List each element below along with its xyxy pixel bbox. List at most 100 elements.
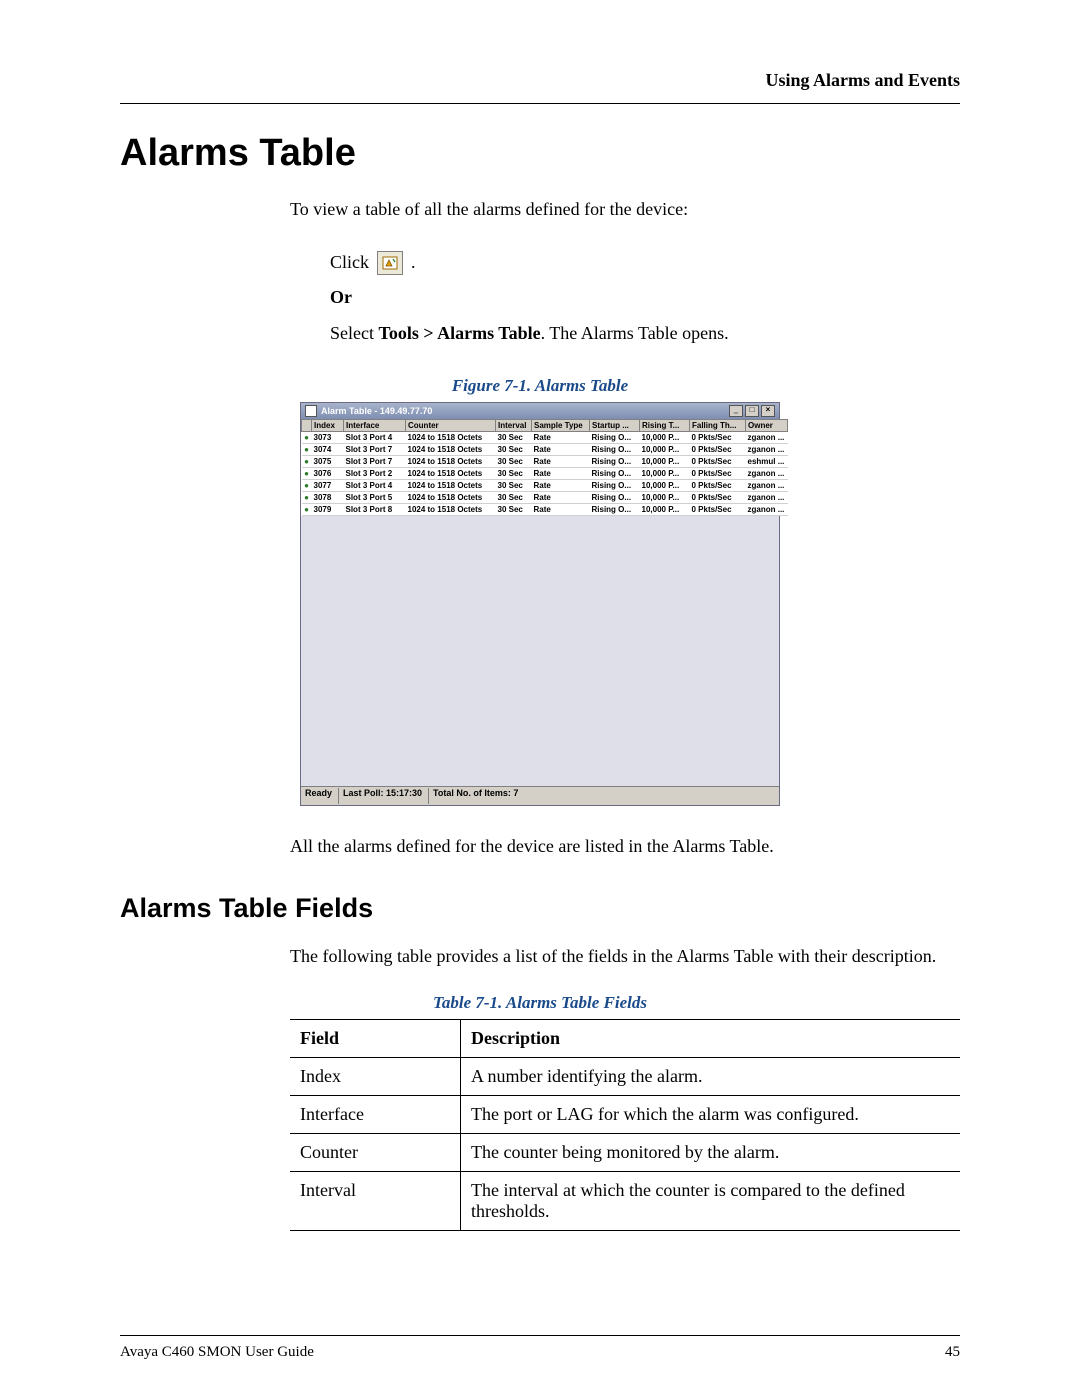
table-cell: 30 Sec (496, 491, 532, 503)
table-cell: Slot 3 Port 8 (344, 503, 406, 515)
column-header[interactable] (302, 419, 312, 431)
status-last-poll: Last Poll: 15:17:30 (343, 788, 429, 804)
table-cell: Rate (532, 503, 590, 515)
table-cell: Slot 3 Port 4 (344, 479, 406, 491)
table-cell: zganon ... (746, 503, 788, 515)
table-cell: ● (302, 479, 312, 491)
table-cell: Rate (532, 443, 590, 455)
table-cell: 0 Pkts/Sec (690, 503, 746, 515)
table-header-row: IndexInterfaceCounterIntervalSample Type… (302, 419, 788, 431)
table-cell: 10,000 P... (640, 467, 690, 479)
column-header[interactable]: Owner (746, 419, 788, 431)
column-header[interactable]: Counter (406, 419, 496, 431)
table-cell: 3073 (312, 431, 344, 443)
table-cell: 30 Sec (496, 443, 532, 455)
table-cell: Rising O... (590, 431, 640, 443)
table-cell: zganon ... (746, 479, 788, 491)
table-cell: 1024 to 1518 Octets (406, 467, 496, 479)
column-header[interactable]: Rising T... (640, 419, 690, 431)
table-cell: Rising O... (590, 491, 640, 503)
select-instruction: Select Tools > Alarms Table. The Alarms … (330, 321, 960, 346)
fields-row: InterfaceThe port or LAG for which the a… (290, 1096, 960, 1134)
table-cell: 0 Pkts/Sec (690, 443, 746, 455)
table-cell: 30 Sec (496, 467, 532, 479)
table-cell: 10,000 P... (640, 479, 690, 491)
window-titlebar: Alarm Table - 149.49.77.70 ‗ □ × (301, 403, 779, 419)
column-header[interactable]: Interface (344, 419, 406, 431)
table-row[interactable]: ●3075Slot 3 Port 71024 to 1518 Octets30 … (302, 455, 788, 467)
table-row[interactable]: ●3077Slot 3 Port 41024 to 1518 Octets30 … (302, 479, 788, 491)
table-cell: 3074 (312, 443, 344, 455)
after-figure-paragraph: All the alarms defined for the device ar… (290, 834, 960, 859)
alarms-table-screenshot: Alarm Table - 149.49.77.70 ‗ □ × IndexIn… (300, 402, 780, 806)
table-cell: 1024 to 1518 Octets (406, 443, 496, 455)
table-cell: Slot 3 Port 7 (344, 443, 406, 455)
status-total-items: Total No. of Items: 7 (433, 788, 524, 804)
header-rule (120, 103, 960, 104)
table-cell: 1024 to 1518 Octets (406, 491, 496, 503)
table-cell: Rising O... (590, 467, 640, 479)
table-cell: Rising O... (590, 503, 640, 515)
table-row[interactable]: ●3076Slot 3 Port 21024 to 1518 Octets30 … (302, 467, 788, 479)
table-cell: 3078 (312, 491, 344, 503)
fields-row: IntervalThe interval at which the counte… (290, 1172, 960, 1231)
table-cell: Slot 3 Port 5 (344, 491, 406, 503)
close-icon[interactable]: × (761, 405, 775, 417)
column-header[interactable]: Falling Th... (690, 419, 746, 431)
fields-row: IndexA number identifying the alarm. (290, 1058, 960, 1096)
table-cell: 0 Pkts/Sec (690, 467, 746, 479)
field-desc-cell: The counter being monitored by the alarm… (461, 1134, 961, 1172)
table-cell: 3077 (312, 479, 344, 491)
table-cell: Slot 3 Port 4 (344, 431, 406, 443)
table-cell: Rate (532, 455, 590, 467)
table-cell: zganon ... (746, 443, 788, 455)
alarms-table-toolbar-icon (377, 251, 403, 275)
table-cell: ● (302, 491, 312, 503)
table-cell: zganon ... (746, 431, 788, 443)
table-row[interactable]: ●3073Slot 3 Port 41024 to 1518 Octets30 … (302, 431, 788, 443)
table-cell: zganon ... (746, 467, 788, 479)
table-cell: 30 Sec (496, 455, 532, 467)
table-cell: 3076 (312, 467, 344, 479)
fields-row: CounterThe counter being monitored by th… (290, 1134, 960, 1172)
table-cell: 0 Pkts/Sec (690, 431, 746, 443)
or-label: Or (330, 285, 960, 310)
fields-header-description: Description (461, 1020, 961, 1058)
table-cell: zganon ... (746, 491, 788, 503)
table-cell: Rising O... (590, 455, 640, 467)
table-cell: ● (302, 467, 312, 479)
fields-header-field: Field (290, 1020, 461, 1058)
table-cell: 1024 to 1518 Octets (406, 431, 496, 443)
field-desc-cell: A number identifying the alarm. (461, 1058, 961, 1096)
table-cell: 3079 (312, 503, 344, 515)
table-cell: 30 Sec (496, 431, 532, 443)
column-header[interactable]: Sample Type (532, 419, 590, 431)
column-header[interactable]: Startup ... (590, 419, 640, 431)
table-cell: 1024 to 1518 Octets (406, 455, 496, 467)
table-row[interactable]: ●3078Slot 3 Port 51024 to 1518 Octets30 … (302, 491, 788, 503)
table-cell: eshmul ... (746, 455, 788, 467)
column-header[interactable]: Interval (496, 419, 532, 431)
table-cell: 0 Pkts/Sec (690, 491, 746, 503)
click-label: Click (330, 250, 369, 275)
select-suffix: . The Alarms Table opens. (541, 323, 729, 343)
heading-alarms-table-fields: Alarms Table Fields (120, 893, 960, 924)
intro-paragraph: To view a table of all the alarms define… (290, 197, 960, 222)
table-cell: 3075 (312, 455, 344, 467)
field-name-cell: Interface (290, 1096, 461, 1134)
table-cell: 10,000 P... (640, 455, 690, 467)
column-header[interactable]: Index (312, 419, 344, 431)
table-row[interactable]: ●3079Slot 3 Port 81024 to 1518 Octets30 … (302, 503, 788, 515)
table-cell: Slot 3 Port 2 (344, 467, 406, 479)
table-cell: 10,000 P... (640, 443, 690, 455)
table-row[interactable]: ●3074Slot 3 Port 71024 to 1518 Octets30 … (302, 443, 788, 455)
alarms-fields-table: Field Description IndexA number identify… (290, 1019, 960, 1231)
minimize-icon[interactable]: ‗ (729, 405, 743, 417)
field-name-cell: Index (290, 1058, 461, 1096)
maximize-icon[interactable]: □ (745, 405, 759, 417)
table-cell: Rate (532, 431, 590, 443)
heading-alarms-table: Alarms Table (120, 132, 960, 175)
table-empty-area (301, 516, 779, 786)
table-cell: ● (302, 503, 312, 515)
status-bar: Ready Last Poll: 15:17:30 Total No. of I… (301, 786, 779, 805)
